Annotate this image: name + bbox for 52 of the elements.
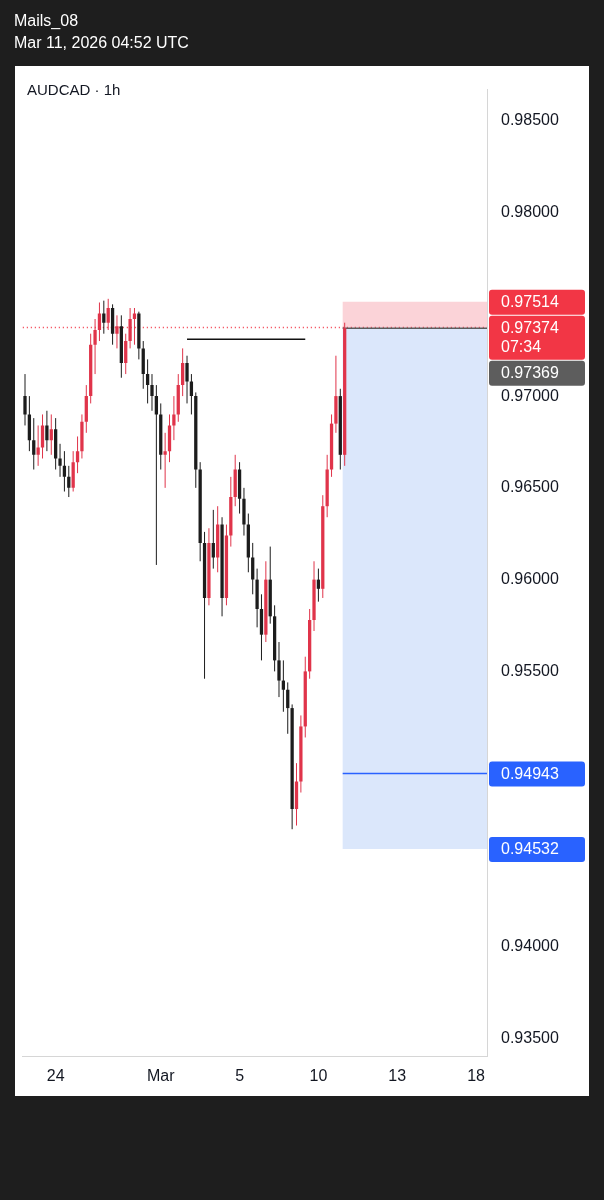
candlestick [115, 314, 119, 349]
text: Mails_08 [14, 11, 80, 31]
candlestick [277, 641, 281, 698]
y-tick-label: 0.98000 [501, 202, 559, 220]
candlestick [145, 358, 150, 404]
y-tick-label: 0.93500 [501, 1028, 559, 1046]
candlestick [150, 373, 154, 412]
y-tick-label: 0.98500 [501, 111, 559, 129]
candlestick [67, 465, 71, 498]
candlestick [62, 450, 67, 493]
candlestick [281, 659, 286, 713]
candlestick [49, 413, 53, 456]
candlestick [36, 424, 40, 467]
candlestick [181, 347, 185, 397]
candlestick [32, 417, 36, 471]
candlestick [45, 410, 49, 452]
x-tick-label: 10 [309, 1066, 328, 1084]
candlestick [189, 373, 194, 415]
y-tick-label: 0.95500 [501, 661, 559, 679]
x-tick-label: 5 [235, 1066, 245, 1084]
x-tick-label: 24 [46, 1066, 65, 1084]
candlestick [128, 307, 132, 349]
candlestick [316, 568, 321, 603]
candlestick [286, 681, 290, 735]
y-tick-label: 0.97000 [501, 386, 559, 404]
candlestick [23, 373, 27, 426]
candlestick [163, 432, 167, 489]
candlestick [154, 384, 159, 566]
candlestick [251, 542, 255, 595]
candlestick [211, 509, 215, 570]
candlestick [102, 300, 106, 335]
candlestick [124, 333, 128, 375]
x-tick-label: Mar [146, 1066, 176, 1084]
y-tick-label: 0.96000 [501, 570, 559, 588]
text: Mar 11, 2026 04:52 UTC [14, 33, 189, 53]
candlestick [172, 395, 176, 441]
candlestick [185, 355, 189, 404]
x-tick-label: 18 [467, 1066, 486, 1084]
ref-line-label: 0.97369 [501, 364, 559, 382]
ref-line-label: 0.94943 [501, 765, 559, 783]
x-tick-label: 13 [388, 1066, 407, 1084]
candlestick [75, 435, 80, 474]
candlestick [58, 443, 62, 478]
y-tick-label: 0.94000 [501, 937, 559, 955]
candlestick [106, 298, 110, 331]
y-tick-label: 0.96500 [501, 478, 559, 496]
band-label: 0.97514 [501, 293, 559, 311]
band-label: 0.94532 [501, 840, 559, 858]
chart-title: AUDCAD · 1h [27, 81, 121, 99]
candlestick [40, 413, 45, 459]
ref-line-label: 0.97374 07:34 [501, 319, 559, 356]
candlestick [93, 318, 97, 375]
